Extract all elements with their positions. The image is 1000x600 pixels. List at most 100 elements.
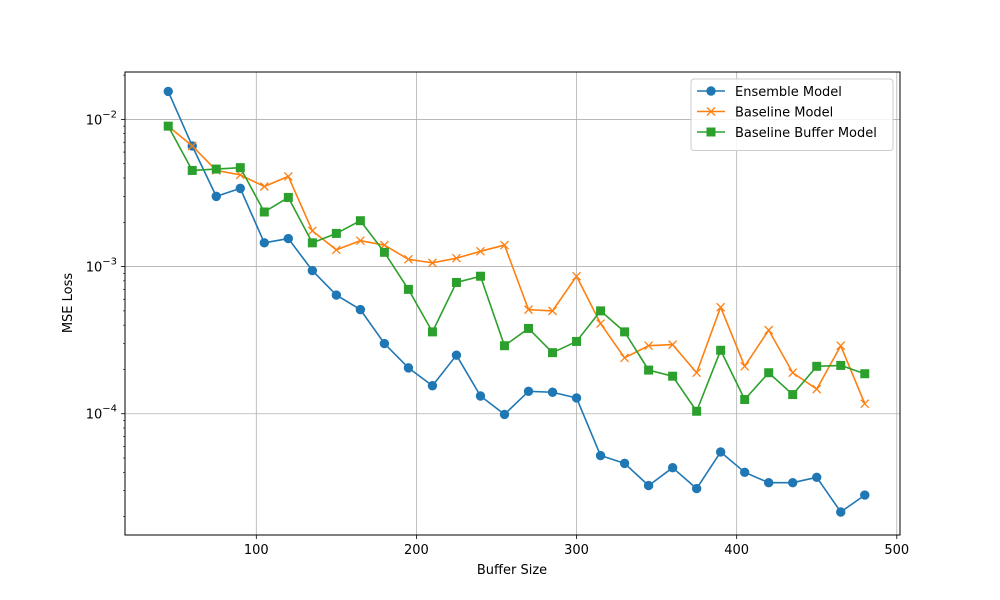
legend-label: Baseline Model bbox=[735, 106, 833, 121]
x-marker-stroke bbox=[644, 341, 654, 351]
legend: Ensemble Model Baseline Model Baseline Buf… bbox=[690, 78, 894, 151]
x-axis-ticks: 100 200 300 400 500 bbox=[244, 535, 909, 558]
x-marker-stroke bbox=[403, 254, 413, 264]
data-point-ensemble-model bbox=[355, 304, 366, 315]
x-marker-stroke bbox=[572, 271, 582, 281]
x-marker-stroke bbox=[355, 236, 365, 246]
data-point-baseline-buffer-model bbox=[475, 271, 485, 281]
data-point-baseline-model bbox=[740, 361, 750, 371]
data-point-baseline-buffer-model bbox=[548, 348, 558, 358]
data-point-baseline-model bbox=[307, 226, 317, 236]
data-point-baseline-buffer-model bbox=[403, 284, 413, 294]
data-point-baseline-model bbox=[692, 368, 702, 378]
data-point-baseline-model bbox=[283, 171, 293, 181]
data-point-baseline-buffer-model bbox=[283, 192, 293, 202]
data-point-baseline-model bbox=[644, 341, 654, 351]
data-point-ensemble-model bbox=[499, 409, 510, 420]
data-point-baseline-model bbox=[596, 319, 606, 329]
x-marker-stroke bbox=[836, 341, 846, 351]
series-baseline-buffer-model bbox=[163, 121, 870, 416]
data-point-baseline-model bbox=[620, 353, 630, 363]
x-marker-stroke bbox=[451, 253, 461, 263]
data-point-baseline-model bbox=[187, 141, 197, 151]
legend-item-baseline-buffer-model: Baseline Buffer Model bbox=[697, 126, 877, 141]
x-marker-stroke bbox=[524, 305, 533, 315]
data-point-ensemble-model bbox=[547, 387, 558, 397]
data-point-ensemble-model bbox=[331, 290, 342, 300]
data-point-baseline-buffer-model bbox=[499, 341, 509, 351]
data-point-baseline-buffer-model bbox=[596, 306, 606, 316]
x-marker-stroke bbox=[668, 340, 678, 350]
data-point-ensemble-model bbox=[307, 265, 318, 276]
x-marker-stroke bbox=[740, 361, 750, 371]
data-point-ensemble-model bbox=[763, 477, 774, 488]
data-point-baseline-buffer-model bbox=[836, 360, 846, 370]
data-point-baseline-model bbox=[524, 305, 533, 315]
data-point-baseline-buffer-model bbox=[187, 165, 197, 175]
x-tick-label: 200 bbox=[404, 543, 429, 558]
legend-label: Ensemble Model bbox=[735, 85, 842, 100]
data-point-baseline-buffer-model bbox=[451, 277, 461, 287]
series-ensemble-model bbox=[163, 86, 870, 517]
x-marker-stroke bbox=[764, 325, 774, 335]
data-point-baseline-model bbox=[788, 368, 798, 378]
data-point-baseline-model bbox=[716, 302, 726, 312]
data-point-baseline-model bbox=[451, 253, 461, 263]
legend-item-ensemble-model: Ensemble Model bbox=[697, 85, 842, 100]
x-marker-stroke bbox=[259, 182, 269, 191]
x-marker-stroke bbox=[596, 319, 606, 329]
data-point-baseline-buffer-model bbox=[524, 323, 534, 333]
data-point-ensemble-model bbox=[523, 386, 534, 397]
x-marker-stroke bbox=[692, 368, 702, 378]
data-point-baseline-buffer-model bbox=[764, 368, 774, 378]
data-point-baseline-model bbox=[572, 271, 582, 281]
x-tick-label: 300 bbox=[564, 543, 589, 558]
data-point-baseline-buffer-model bbox=[427, 327, 437, 337]
x-tick-label: 100 bbox=[244, 543, 269, 558]
data-point-baseline-model bbox=[259, 182, 269, 191]
y-tick-label: 10−2 bbox=[86, 109, 117, 128]
data-point-baseline-model bbox=[836, 341, 846, 351]
x-marker-stroke bbox=[283, 171, 293, 181]
x-marker-stroke bbox=[548, 306, 557, 316]
data-point-baseline-buffer-model bbox=[307, 238, 317, 248]
data-point-ensemble-model bbox=[643, 480, 654, 491]
data-point-baseline-model bbox=[476, 246, 485, 256]
data-point-baseline-buffer-model bbox=[379, 247, 389, 257]
legend-marker bbox=[706, 127, 716, 137]
data-point-baseline-buffer-model bbox=[668, 371, 678, 381]
data-point-baseline-buffer-model bbox=[355, 216, 365, 226]
data-point-baseline-buffer-model bbox=[211, 164, 221, 174]
data-point-ensemble-model bbox=[163, 86, 173, 97]
data-point-ensemble-model bbox=[259, 238, 270, 248]
data-point-ensemble-model bbox=[691, 483, 702, 494]
data-point-baseline-model bbox=[860, 399, 870, 409]
data-point-ensemble-model bbox=[619, 458, 630, 469]
data-point-baseline-buffer-model bbox=[860, 369, 870, 379]
series-baseline-model bbox=[163, 121, 870, 409]
y-tick-label: 10−4 bbox=[86, 404, 117, 423]
x-marker-stroke bbox=[788, 368, 798, 378]
plot-frame bbox=[124, 71, 901, 536]
y-axis-ticks: 10−4 10−3 10−2 bbox=[86, 109, 125, 423]
data-point-ensemble-model bbox=[788, 477, 798, 488]
data-point-baseline-buffer-model bbox=[572, 336, 582, 346]
data-point-ensemble-model bbox=[475, 391, 486, 401]
data-point-ensemble-model bbox=[860, 490, 870, 500]
data-point-baseline-model bbox=[355, 236, 365, 246]
data-point-ensemble-model bbox=[571, 393, 582, 403]
x-marker-stroke bbox=[860, 399, 870, 409]
series-layer bbox=[163, 86, 870, 517]
data-point-ensemble-model bbox=[403, 363, 414, 373]
series-line-baseline-model bbox=[167, 125, 866, 405]
data-point-ensemble-model bbox=[667, 462, 678, 473]
data-point-ensemble-model bbox=[812, 472, 822, 482]
data-point-baseline-buffer-model bbox=[259, 207, 269, 217]
data-point-baseline-model bbox=[500, 240, 509, 250]
y-tick-label: 10−3 bbox=[86, 257, 117, 276]
data-point-baseline-buffer-model bbox=[812, 361, 822, 371]
data-point-baseline-model bbox=[548, 306, 557, 316]
data-point-baseline-buffer-model bbox=[620, 327, 630, 337]
legend-item-baseline-model: Baseline Model bbox=[697, 106, 833, 121]
